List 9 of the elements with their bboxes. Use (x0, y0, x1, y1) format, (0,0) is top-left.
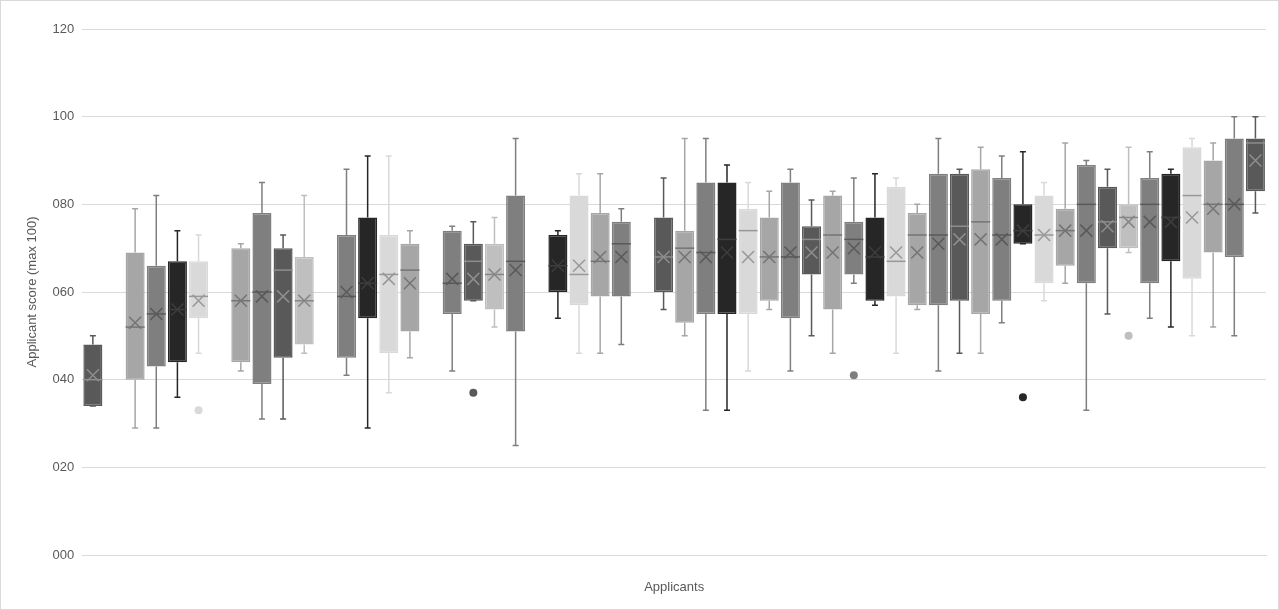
y-tick-label: 100 (52, 108, 75, 124)
y-tick-label: 060 (52, 283, 75, 299)
y-axis-title: Applicant score (max 100) (24, 216, 40, 368)
y-tick-label: 120 (52, 20, 75, 36)
y-tick-label: 000 (52, 546, 75, 562)
y-tick-label: 080 (52, 195, 75, 211)
y-tick-label: 020 (52, 458, 75, 474)
y-tick-label: 040 (52, 371, 75, 387)
x-axis-title: Applicants (644, 578, 705, 594)
